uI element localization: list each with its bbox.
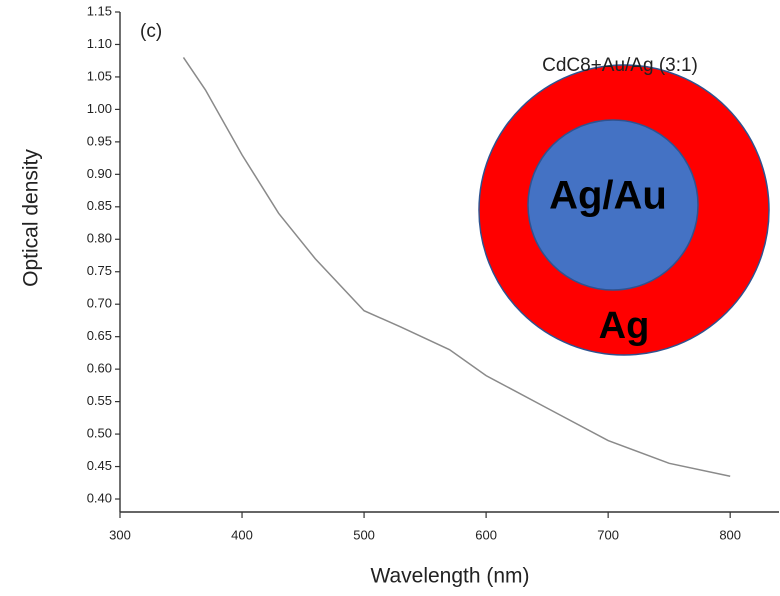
- data-line: [182, 57, 731, 478]
- x-tick-label: 300: [109, 527, 131, 542]
- y-axis-title: Optical density: [20, 149, 43, 287]
- x-axis-title: Wavelength (nm): [370, 565, 529, 588]
- y-tick-label: 0.45: [87, 458, 112, 473]
- y-tick-label: 0.80: [87, 231, 112, 246]
- y-tick-label: 0.90: [87, 166, 112, 181]
- x-tick-label: 600: [475, 527, 497, 542]
- y-tick-label: 1.15: [87, 3, 112, 18]
- inset-core-label: Ag/Au: [549, 174, 667, 218]
- x-tick-label: 400: [231, 527, 253, 542]
- y-tick-label: 0.40: [87, 490, 112, 505]
- inset-shell-label: Ag: [599, 305, 650, 347]
- y-tick-label: 0.95: [87, 133, 112, 148]
- y-tick-label: 1.10: [87, 36, 112, 51]
- x-tick-label: 500: [353, 527, 375, 542]
- y-tick-label: 0.75: [87, 263, 112, 278]
- y-tick-label: 1.05: [87, 68, 112, 83]
- y-tick-label: 0.55: [87, 393, 112, 408]
- y-tick-label: 1.00: [87, 101, 112, 116]
- x-tick-label: 800: [719, 527, 741, 542]
- panel-label: (c): [140, 21, 162, 42]
- y-tick-label: 0.60: [87, 361, 112, 376]
- y-tick-label: 0.50: [87, 426, 112, 441]
- y-tick-label: 0.85: [87, 198, 112, 213]
- inset-core: [527, 119, 699, 291]
- y-tick-label: 0.70: [87, 296, 112, 311]
- x-tick-label: 700: [597, 527, 619, 542]
- series-label: CdC8+Au/Ag (3:1): [542, 55, 698, 76]
- y-tick-label: 0.65: [87, 328, 112, 343]
